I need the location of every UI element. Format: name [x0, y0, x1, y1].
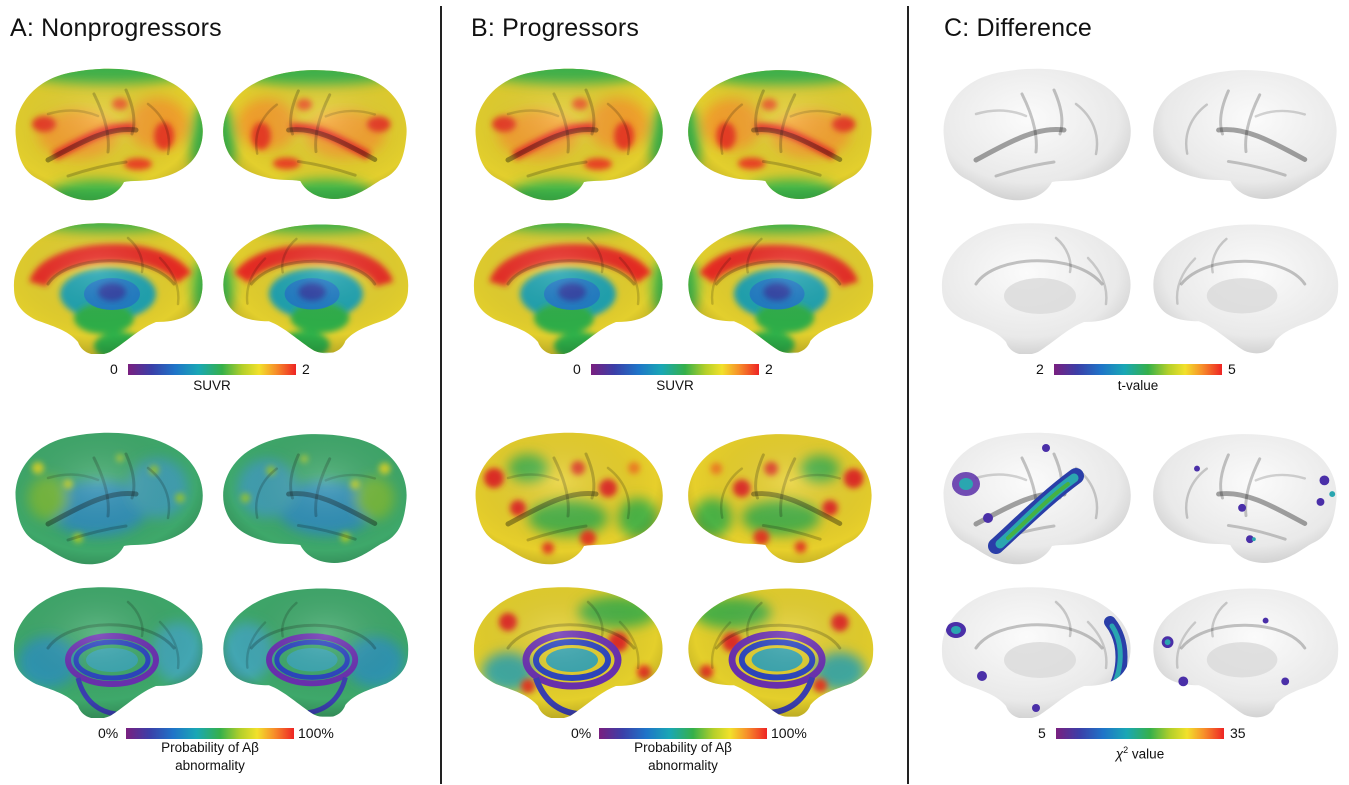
- probability-gradient: [599, 728, 767, 739]
- brain-medial-right-chi: [1148, 582, 1344, 718]
- t-value-min-label: 2: [1036, 361, 1044, 377]
- probability-label-line2: abnormality: [175, 758, 245, 773]
- suvr-max-label: 2: [302, 361, 310, 377]
- brain-lateral-right-suvr: [218, 64, 414, 206]
- chi-label-rest: value: [1128, 746, 1165, 762]
- brain-medial-right-suvr: [218, 218, 414, 354]
- probability-max-label: 100%: [298, 725, 334, 741]
- panel-divider-left: [440, 6, 442, 784]
- brain-lateral-left-chi: [936, 428, 1136, 570]
- brain-medial-right-suvr: [683, 218, 879, 354]
- brain-lateral-right-chi: [1148, 428, 1344, 570]
- brain-medial-right-prob: [683, 582, 879, 718]
- brain-lateral-left-prob: [8, 428, 208, 570]
- brain-medial-left-blank: [936, 218, 1136, 354]
- probability-gradient: [126, 728, 294, 739]
- suvr-colorbar: 0 2 SUVR: [104, 361, 324, 402]
- panel-progressors: B: Progressors 0 2 SUVR 0% 100% Probabil…: [441, 0, 907, 785]
- brain-lateral-left-blank: [936, 64, 1136, 206]
- probability-label-line1: Probability of Aβ: [634, 740, 732, 755]
- brain-lateral-right-prob: [218, 428, 414, 570]
- brain-medial-right-blank: [1148, 218, 1344, 354]
- brain-lateral-left-suvr: [468, 64, 668, 206]
- chi-symbol: χ: [1115, 746, 1124, 762]
- brain-medial-right-prob: [218, 582, 414, 718]
- suvr-max-label: 2: [765, 361, 773, 377]
- brain-medial-left-prob: [8, 582, 208, 718]
- brain-medial-left-suvr: [468, 218, 668, 354]
- probability-label-line2: abnormality: [648, 758, 718, 773]
- brain-lateral-left-suvr: [8, 64, 208, 206]
- panel-title: A: Nonprogressors: [10, 14, 222, 42]
- t-value-colorbar: 2 5 t-value: [1030, 361, 1250, 402]
- panel-title: C: Difference: [944, 14, 1093, 42]
- suvr-min-label: 0: [573, 361, 581, 377]
- t-value-max-label: 5: [1228, 361, 1236, 377]
- brain-medial-left-suvr: [8, 218, 208, 354]
- brain-lateral-right-blank: [1148, 64, 1344, 206]
- panel-title: B: Progressors: [471, 14, 640, 42]
- chi-square-max-label: 35: [1230, 725, 1246, 741]
- suvr-colorbar: 0 2 SUVR: [567, 361, 787, 402]
- chi-square-colorbar: 5 35 χ2 value: [1032, 725, 1252, 766]
- probability-label: Probability of Aβ abnormality: [599, 739, 767, 775]
- brain-medial-left-prob: [468, 582, 668, 718]
- brain-lateral-right-suvr: [683, 64, 879, 206]
- probability-colorbar: 0% 100% Probability of Aβ abnormality: [92, 725, 352, 782]
- probability-min-label: 0%: [571, 725, 592, 741]
- probability-colorbar: 0% 100% Probability of Aβ abnormality: [565, 725, 825, 782]
- suvr-min-label: 0: [110, 361, 118, 377]
- probability-max-label: 100%: [771, 725, 807, 741]
- probability-label: Probability of Aβ abnormality: [126, 739, 294, 775]
- suvr-label: SUVR: [656, 378, 694, 393]
- chi-square-min-label: 5: [1038, 725, 1046, 741]
- panel-difference: C: Difference 2 5 t-value 5 35 χ2 value: [908, 0, 1349, 785]
- suvr-label: SUVR: [193, 378, 231, 393]
- panel-divider-right: [907, 6, 909, 784]
- probability-label-line1: Probability of Aβ: [161, 740, 259, 755]
- brain-medial-left-chi: [936, 582, 1136, 718]
- t-value-label: t-value: [1117, 378, 1159, 393]
- suvr-gradient: [591, 364, 759, 375]
- brain-lateral-right-prob: [683, 428, 879, 570]
- suvr-gradient: [128, 364, 296, 375]
- chi-square-label: χ2 value: [1056, 741, 1224, 764]
- probability-min-label: 0%: [98, 725, 119, 741]
- panel-nonprogressors: A: Nonprogressors 0 2 SUVR 0% 100% Proba…: [0, 0, 440, 785]
- chi-square-gradient: [1056, 728, 1224, 739]
- t-value-gradient: [1054, 364, 1222, 375]
- brain-lateral-left-prob: [468, 428, 668, 570]
- chi-superscript: 2: [1123, 745, 1129, 755]
